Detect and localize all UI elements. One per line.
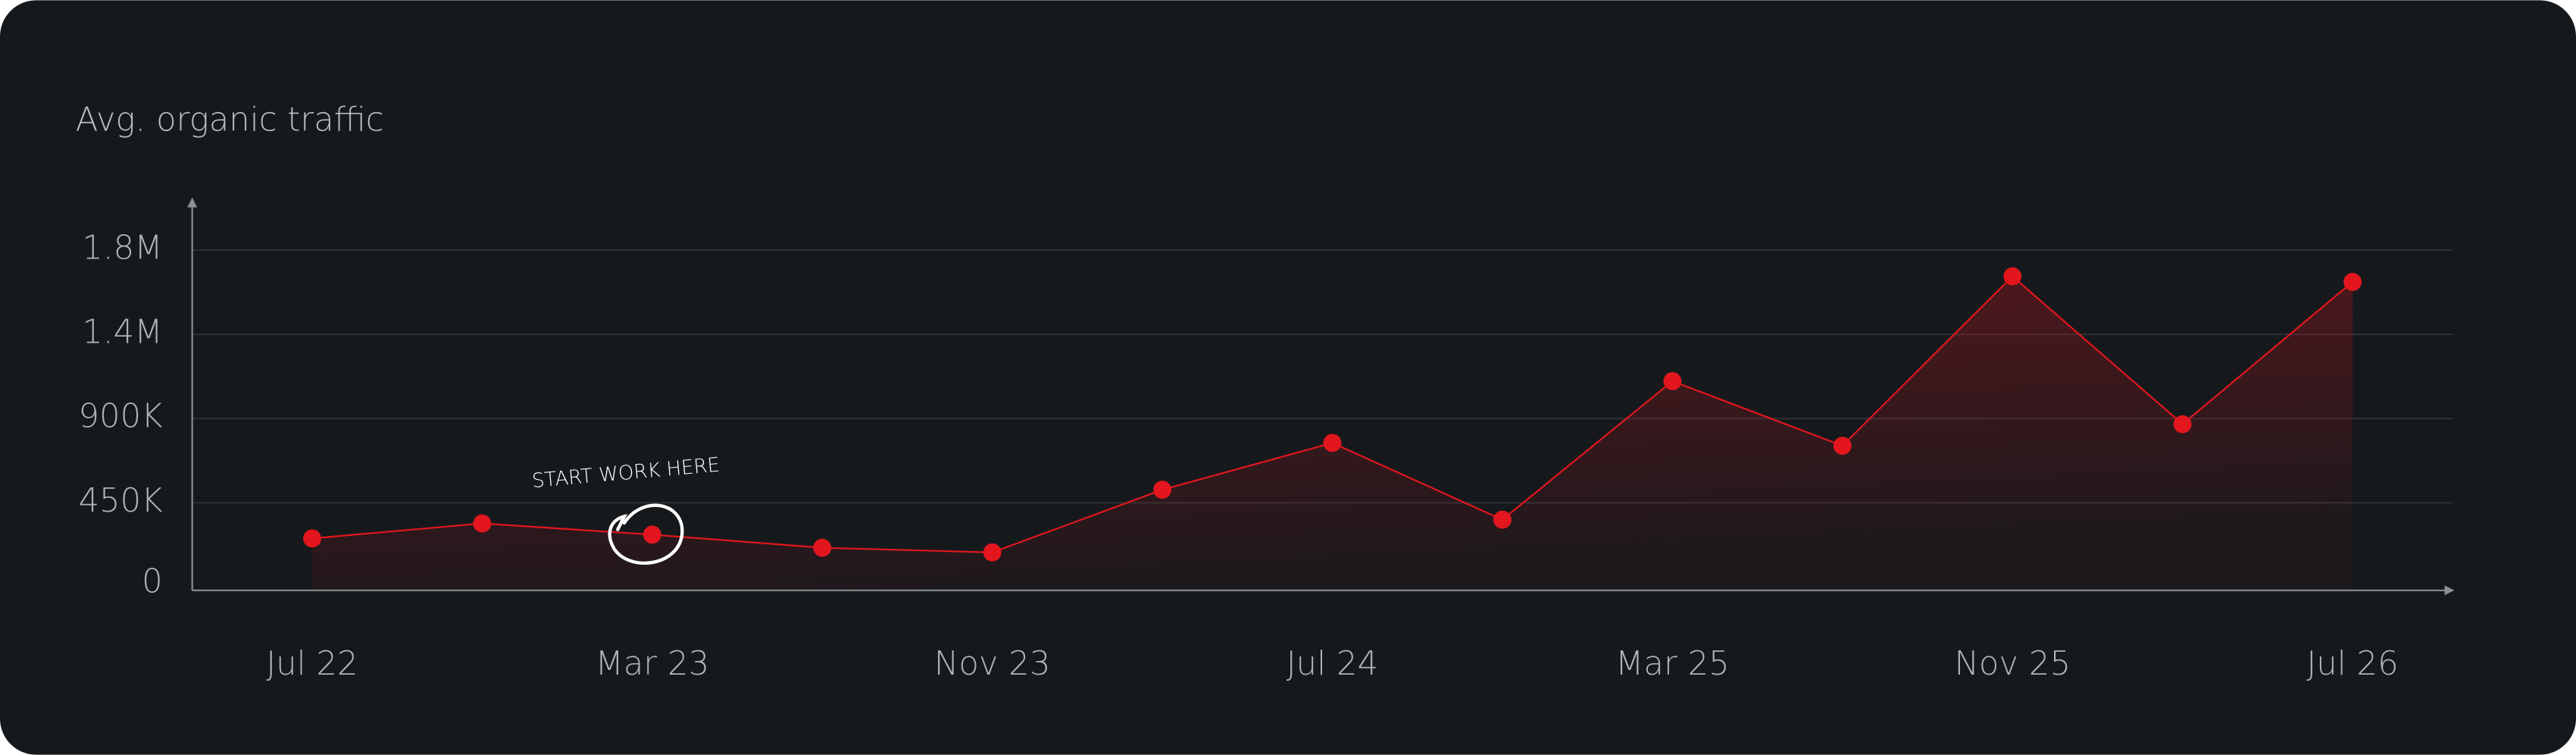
point: [1153, 481, 1172, 499]
y-tick-label: 450K: [78, 482, 162, 520]
point: [1663, 371, 1682, 390]
x-tick-label: Jul 22: [266, 645, 358, 683]
x-tick-label: Mar 25: [1615, 645, 1730, 683]
x-tick-label: Nov 25: [1954, 645, 2071, 683]
point: [1833, 437, 1852, 455]
point: [813, 538, 832, 557]
point: [2003, 267, 2022, 286]
point: [2173, 415, 2192, 434]
point: [983, 543, 1002, 562]
point: [1493, 510, 1512, 529]
y-tick-label: 0: [142, 563, 163, 601]
x-axis-arrow: [2444, 585, 2455, 596]
point: [303, 529, 321, 548]
y-tick-label: 1.4M: [82, 314, 162, 352]
y-tick-label: 900K: [78, 398, 162, 436]
chart-title: Avg. organic traffic: [76, 101, 384, 139]
annotation-circle: [608, 503, 684, 565]
point: [1323, 434, 1342, 453]
x-tick-label: Jul 26: [2306, 645, 2398, 683]
x-tick-label: Mar 23: [595, 645, 709, 683]
point: [642, 525, 661, 544]
x-tick-label: Nov 23: [934, 645, 1051, 683]
area: [311, 276, 2353, 591]
y-axis-arrow: [187, 197, 198, 208]
x-tick-label: Jul 24: [1286, 645, 1378, 683]
point: [2343, 273, 2362, 291]
point: [473, 514, 492, 533]
y-tick-label: 1.8M: [82, 229, 162, 267]
